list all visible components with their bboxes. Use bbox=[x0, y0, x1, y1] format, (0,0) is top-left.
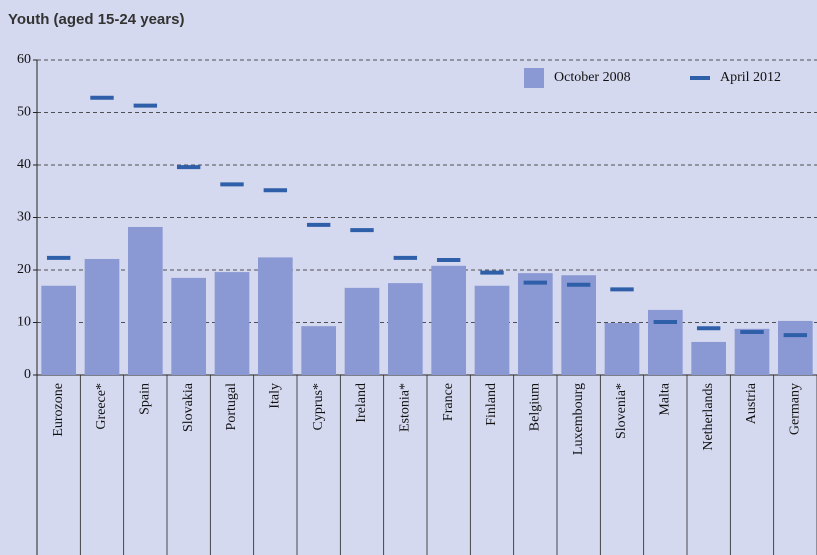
legend-label: October 2008 bbox=[554, 70, 631, 85]
y-tick-label: 40 bbox=[17, 157, 31, 172]
bar bbox=[214, 272, 250, 375]
bar bbox=[604, 323, 640, 375]
x-tick-label: Cyprus* bbox=[311, 383, 326, 430]
bar bbox=[518, 273, 553, 375]
bar bbox=[171, 277, 206, 375]
bar bbox=[648, 309, 683, 375]
bar bbox=[691, 341, 726, 375]
x-tick-label: Slovakia bbox=[181, 382, 196, 432]
x-tick-label: Eurozone bbox=[51, 383, 66, 437]
x-tick-label: Greece* bbox=[94, 383, 109, 430]
x-tick-label: Italy bbox=[268, 383, 283, 409]
chart-title: Youth (aged 15-24 years) bbox=[8, 11, 184, 28]
x-tick-label: Malta bbox=[658, 382, 673, 415]
legend-label: April 2012 bbox=[720, 70, 781, 85]
bar bbox=[84, 258, 120, 375]
bar bbox=[301, 326, 336, 375]
x-tick-label: Slovenia* bbox=[614, 383, 629, 439]
y-tick-label: 10 bbox=[17, 315, 31, 330]
bar bbox=[344, 287, 380, 375]
legend-swatch bbox=[524, 68, 544, 88]
bar bbox=[474, 285, 510, 375]
bar bbox=[258, 257, 293, 375]
x-tick-label: Germany bbox=[788, 383, 803, 435]
y-tick-label: 60 bbox=[17, 52, 31, 67]
bar bbox=[128, 226, 163, 375]
bar bbox=[561, 275, 596, 375]
x-tick-label: Austria bbox=[744, 382, 759, 424]
y-tick-label: 0 bbox=[24, 367, 31, 382]
y-tick-label: 20 bbox=[17, 262, 31, 277]
x-tick-label: Luxembourg bbox=[571, 383, 586, 455]
y-tick-label: 30 bbox=[17, 210, 31, 225]
bar bbox=[778, 320, 813, 375]
x-tick-label: Spain bbox=[138, 383, 153, 415]
bar bbox=[41, 285, 76, 375]
y-tick-label: 50 bbox=[17, 105, 31, 120]
x-tick-label: Netherlands bbox=[701, 383, 716, 451]
bar bbox=[431, 265, 466, 375]
x-tick-label: Portugal bbox=[224, 383, 239, 431]
x-tick-label: Estonia* bbox=[398, 383, 413, 432]
x-tick-label: Belgium bbox=[528, 383, 543, 431]
x-tick-label: Finland bbox=[484, 383, 499, 426]
bar bbox=[734, 328, 770, 375]
x-tick-label: France bbox=[441, 383, 456, 421]
x-tick-label: Ireland bbox=[354, 383, 369, 423]
bar bbox=[388, 283, 423, 375]
